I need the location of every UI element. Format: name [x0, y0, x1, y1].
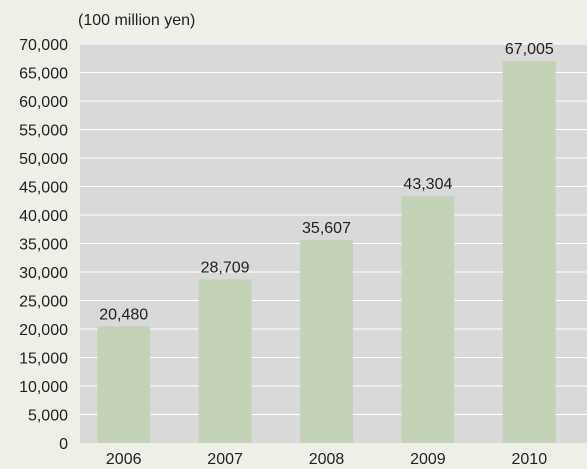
bar-2007 [198, 279, 252, 443]
bar-2010 [502, 61, 556, 443]
x-tick-label-2008: 2008 [309, 451, 345, 468]
y-tick-label: 0 [59, 436, 68, 453]
bar-2009 [401, 196, 455, 443]
x-tick-label-2006: 2006 [106, 451, 142, 468]
y-axis-unit-label: (100 million yen) [78, 12, 195, 29]
y-tick-label: 10,000 [19, 379, 68, 396]
y-tick-label: 35,000 [19, 237, 68, 254]
x-tick-label-2010: 2010 [512, 451, 548, 468]
y-tick-label: 65,000 [19, 66, 68, 83]
y-tick-label: 40,000 [19, 208, 68, 225]
y-tick-label: 50,000 [19, 151, 68, 168]
data-label-2009: 43,304 [403, 176, 452, 193]
y-tick-label: 30,000 [19, 265, 68, 282]
data-label-2010: 67,005 [505, 41, 554, 58]
data-labels: 20,480 28,709 35,607 43,304 67,005 [99, 41, 554, 323]
y-tick-label: 5,000 [28, 408, 68, 425]
y-tick-label: 60,000 [19, 94, 68, 111]
bar-2008 [300, 240, 353, 443]
y-tick-label: 45,000 [19, 180, 68, 197]
data-label-2008: 35,607 [302, 220, 351, 237]
y-tick-label: 20,000 [19, 322, 68, 339]
y-tick-label: 55,000 [19, 123, 68, 140]
y-tick-label: 25,000 [19, 294, 68, 311]
y-tick-label: 15,000 [19, 351, 68, 368]
y-axis-ticks: 0 5,000 10,000 15,000 20,000 25,000 30,000 35,0… [19, 37, 68, 453]
bars [97, 61, 556, 443]
data-label-2007: 28,709 [201, 259, 250, 276]
x-axis-labels: 2006 2007 2008 2009 2010 [106, 451, 547, 468]
y-tick-label: 70,000 [19, 37, 68, 54]
data-label-2006: 20,480 [99, 306, 148, 323]
x-tick-label-2007: 2007 [207, 451, 243, 468]
x-tick-label-2009: 2009 [410, 451, 446, 468]
bar-2006 [97, 326, 151, 443]
